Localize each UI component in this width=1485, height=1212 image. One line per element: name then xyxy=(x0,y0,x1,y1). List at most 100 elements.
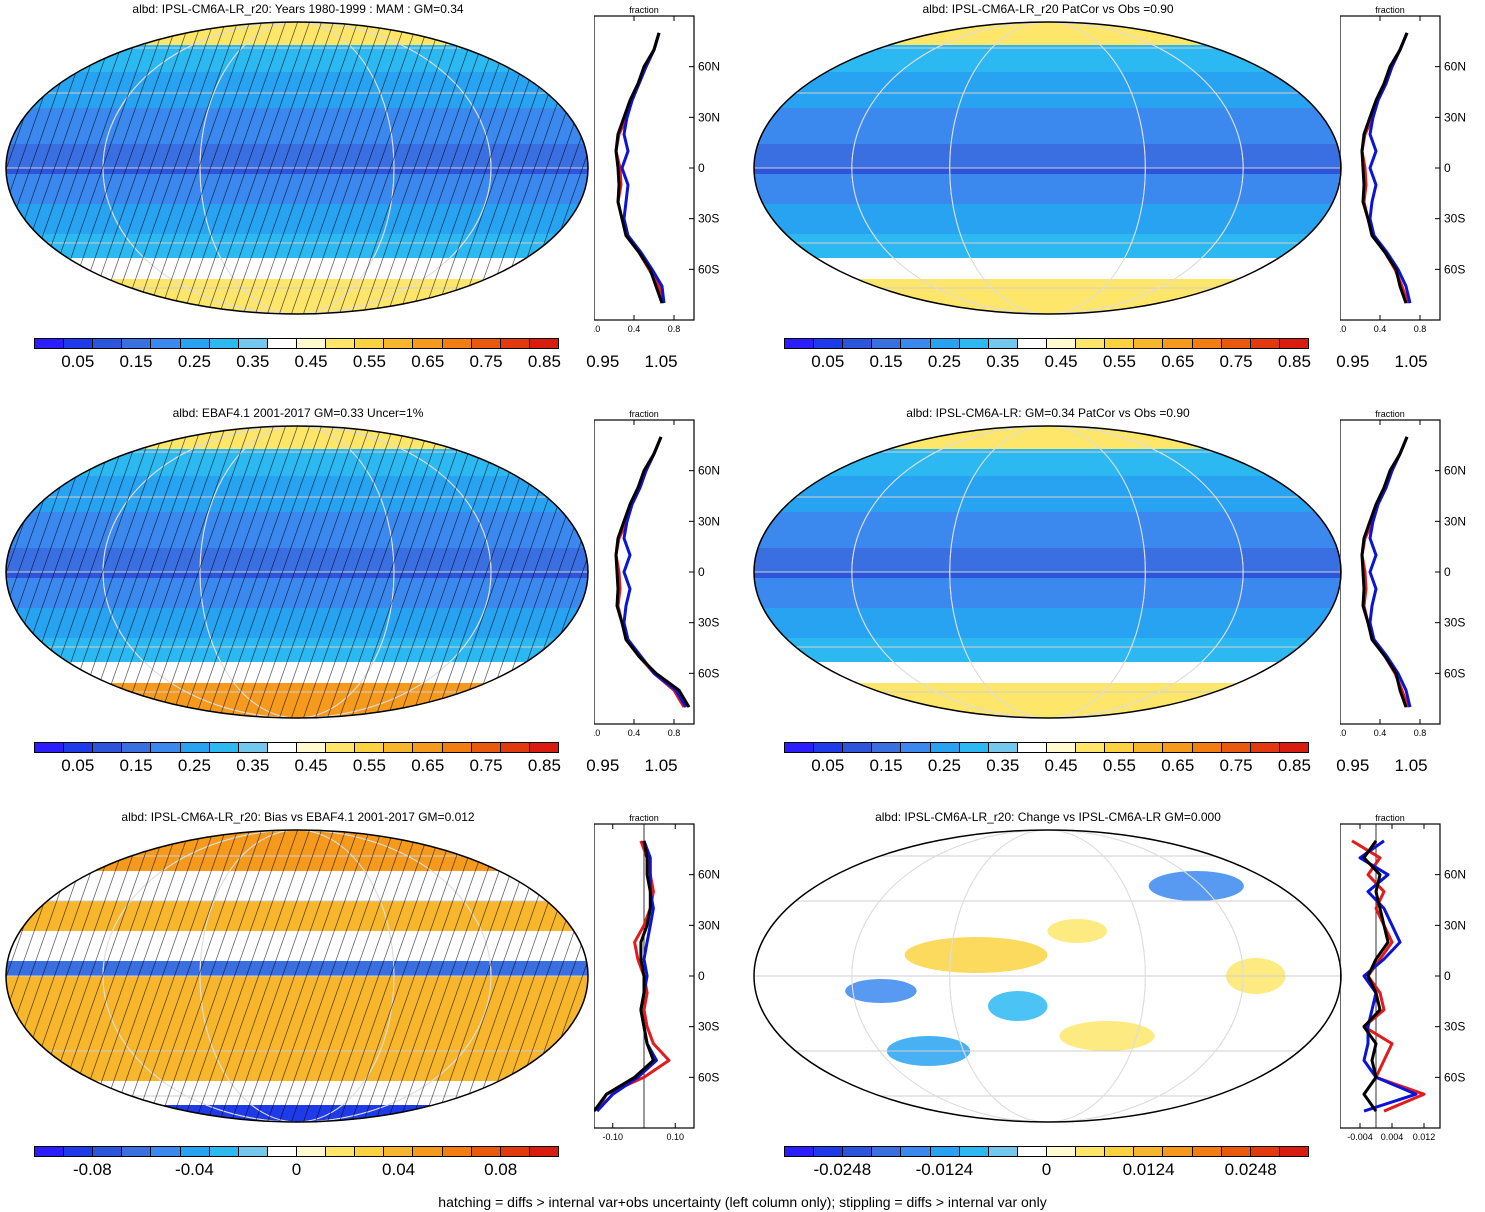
x-tick-label: 0.8 xyxy=(1414,324,1427,332)
x-tick-label: 0.4 xyxy=(1374,324,1387,332)
model-patcor-zonal-profile: fraction 60N 30N 0 30S 60S 0.0 0.4 0.8 xyxy=(1340,5,1466,332)
bias-colorbar xyxy=(34,1146,559,1157)
colorbar-tick-label: 0.55 xyxy=(1102,352,1136,371)
colorbar-tick-label: 0.05 xyxy=(61,352,95,371)
colorbar-tick-label: -0.0124 xyxy=(915,1160,974,1179)
series-line-2 xyxy=(594,840,655,1112)
lat-tick-label: 30N xyxy=(1444,110,1466,124)
colorbar-tick-label: 0.15 xyxy=(119,756,153,775)
x-tick-label: 0.4 xyxy=(628,324,641,332)
lat-tick-label: 30S xyxy=(698,212,719,226)
colorbar-tick-label: 0.45 xyxy=(1044,352,1078,371)
colorbar-tick-label: 1.05 xyxy=(1394,352,1428,371)
colorbar-tick-label: 0.45 xyxy=(1044,756,1078,775)
x-tick-label: 0.4 xyxy=(628,728,641,736)
bias-prof-unit: fraction xyxy=(629,813,659,823)
change-title: albd: IPSL-CM6A-LR_r20: Change vs IPSL-C… xyxy=(875,810,1221,824)
model-mam-map xyxy=(5,21,589,315)
colorbar-tick-label: 0.05 xyxy=(61,756,95,775)
lat-tick-label: 60N xyxy=(698,60,720,74)
lat-tick-label: 60N xyxy=(1444,60,1466,74)
series-line-2 xyxy=(1360,436,1409,708)
colorbar-tick-label: 0.25 xyxy=(177,756,211,775)
bias-zonal-profile: fraction 60N 30N 0 30S 60S -0.10 0.10 xyxy=(594,813,720,1140)
lat-tick-label: 30N xyxy=(1444,918,1466,932)
footer-note: hatching = diffs > internal var+obs unce… xyxy=(438,1194,1047,1210)
colorbar-tick-label: 0.65 xyxy=(1161,352,1195,371)
colorbar-tick-label: 0.85 xyxy=(1277,352,1311,371)
lat-tick-label: 60S xyxy=(698,1070,719,1084)
colorbar-tick-label: 0.15 xyxy=(119,352,153,371)
x-tick-label: 0.0 xyxy=(594,324,600,332)
colorbar-tick-label: 0.85 xyxy=(527,352,561,371)
colorbar-tick-label: 0.65 xyxy=(411,756,445,775)
colorbar-tick-label: 0.05 xyxy=(811,756,845,775)
colorbar-tick-label: 0.0124 xyxy=(1122,1160,1175,1179)
series-line-0 xyxy=(595,840,671,1112)
x-tick-label: 0.0 xyxy=(594,728,600,736)
colorbar-tick-label: 0.35 xyxy=(236,352,270,371)
series-line-2 xyxy=(1360,32,1409,304)
model-mam-prof-unit: fraction xyxy=(629,5,659,15)
lat-tick-label: 30N xyxy=(698,110,720,124)
lat-tick-label: 0 xyxy=(698,565,705,579)
x-tick-label: -0.004 xyxy=(1347,1132,1373,1140)
series-line-2 xyxy=(614,436,691,708)
x-tick-label: 0.0 xyxy=(1340,324,1346,332)
ref-model-colorbar xyxy=(784,742,1309,753)
colorbar-tick-label: 0.25 xyxy=(927,756,961,775)
lat-tick-label: 60S xyxy=(1444,262,1465,276)
model-patcor-colorbar xyxy=(784,338,1309,349)
model-mam-zonal-profile: fraction 60N 30N 0 30S 60S 0.0 0.4 0.8 xyxy=(594,5,720,332)
lat-tick-label: 30S xyxy=(698,616,719,630)
colorbar-tick-label: 0.08 xyxy=(484,1160,518,1179)
change-zonal-profile: fraction 60N 30N 0 30S 60S -0.004 0.004 0.012 xyxy=(1340,813,1466,1140)
series-line-1 xyxy=(1368,32,1412,304)
obs-ebaf-colorbar xyxy=(34,742,559,753)
colorbar-tick-label: 0.75 xyxy=(469,352,503,371)
colorbar-tick-label: 0.15 xyxy=(869,352,903,371)
colorbar-tick-label: 1.05 xyxy=(644,756,678,775)
lat-tick-label: 0 xyxy=(1444,969,1451,983)
lat-tick-label: 0 xyxy=(1444,161,1451,175)
lat-tick-label: 60N xyxy=(698,464,720,478)
colorbar-tick-label: 0.05 xyxy=(811,352,845,371)
x-tick-label: 0.8 xyxy=(668,728,681,736)
lat-tick-label: 30S xyxy=(698,1020,719,1034)
colorbar-tick-label: 0.04 xyxy=(382,1160,416,1179)
x-tick-label: 0.012 xyxy=(1413,1132,1436,1140)
colorbar-tick-label: 0.75 xyxy=(469,756,503,775)
obs-ebaf-map xyxy=(5,425,589,719)
change-colorbar xyxy=(784,1146,1309,1157)
x-tick-label: 0.0 xyxy=(1340,728,1346,736)
lat-tick-label: 30N xyxy=(698,918,720,932)
colorbar-tick-label: 1.05 xyxy=(1394,756,1428,775)
series-line-1 xyxy=(1358,839,1418,1113)
colorbar-tick-label: 0.45 xyxy=(294,352,328,371)
x-tick-label: 0.4 xyxy=(1374,728,1387,736)
colorbar-tick-label: 0.35 xyxy=(236,756,270,775)
x-tick-label: -0.10 xyxy=(602,1132,623,1140)
lat-tick-label: 60S xyxy=(698,666,719,680)
colorbar-tick-label: -0.08 xyxy=(72,1160,112,1179)
colorbar-tick-label: 0.35 xyxy=(986,756,1020,775)
model-patcor-prof-unit: fraction xyxy=(1375,5,1405,15)
colorbar-tick-label: 0.25 xyxy=(177,352,211,371)
lat-tick-label: 60S xyxy=(698,262,719,276)
x-tick-label: 0.8 xyxy=(668,324,681,332)
colorbar-tick-label: -0.04 xyxy=(175,1160,214,1179)
series-line-1 xyxy=(622,436,688,708)
colorbar-tick-label: -0.0248 xyxy=(813,1160,872,1179)
ref-model-map xyxy=(753,425,1342,719)
lat-tick-label: 0 xyxy=(698,969,705,983)
colorbar-tick-label: 0.65 xyxy=(411,352,445,371)
colorbar-tick-label: 0.55 xyxy=(352,352,386,371)
colorbar-tick-label: 0.55 xyxy=(352,756,386,775)
ref-model-title: albd: IPSL-CM6A-LR: GM=0.34 PatCor vs Ob… xyxy=(906,406,1190,420)
lat-tick-label: 60S xyxy=(1444,1070,1465,1084)
bias-map xyxy=(5,829,589,1123)
lat-tick-label: 0 xyxy=(1444,565,1451,579)
colorbar-tick-label: 0 xyxy=(1041,1160,1052,1179)
colorbar-tick-label: 0.85 xyxy=(1277,756,1311,775)
lat-tick-label: 60N xyxy=(1444,868,1466,882)
